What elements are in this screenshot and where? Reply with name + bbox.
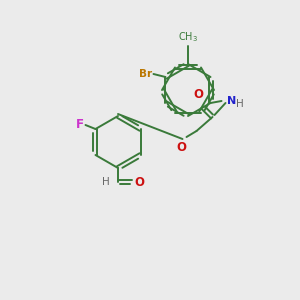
Text: Br: Br xyxy=(140,69,152,79)
Text: H: H xyxy=(102,177,110,187)
Text: O: O xyxy=(176,141,187,154)
Text: H: H xyxy=(236,99,243,109)
Text: CH$_3$: CH$_3$ xyxy=(178,30,198,44)
Text: F: F xyxy=(76,118,83,130)
Text: O: O xyxy=(134,176,144,188)
Text: O: O xyxy=(194,88,203,101)
Text: N: N xyxy=(226,96,236,106)
